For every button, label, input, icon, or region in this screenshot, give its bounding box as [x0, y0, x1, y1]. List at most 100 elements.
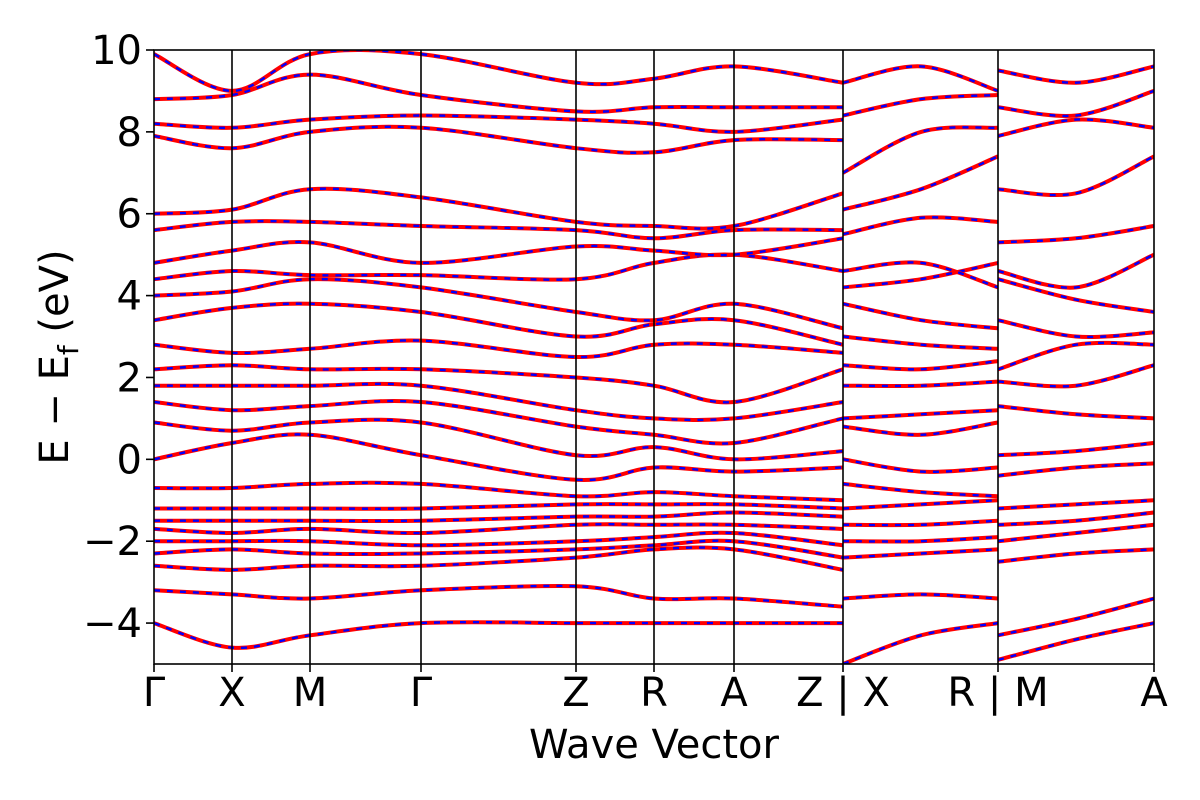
band-line-blue-dashed — [997, 462, 1154, 477]
band-line-blue-dashed — [154, 237, 844, 265]
band-line-blue-dashed — [997, 404, 1154, 420]
band-line-blue-dashed — [842, 302, 999, 330]
band-line-red — [154, 480, 844, 503]
band-line-blue-dashed — [997, 499, 1154, 510]
band-line-blue-dashed — [154, 382, 844, 422]
band-line-blue-dashed — [154, 302, 844, 346]
band-line-blue-dashed — [997, 597, 1154, 637]
high-symmetry-lines — [231, 50, 999, 664]
y-axis-label-main: E − E — [32, 355, 78, 465]
x-tick-label: A — [720, 670, 748, 716]
band-line-red — [154, 113, 844, 134]
band-line-blue-dashed — [154, 481, 844, 502]
band-line-blue-dashed — [842, 380, 999, 388]
band-line-red — [997, 277, 1154, 314]
y-tick-label: −2 — [83, 519, 142, 565]
band-line-blue-dashed — [154, 531, 844, 547]
band-line-blue-dashed — [842, 93, 999, 117]
band-line-blue-dashed — [997, 224, 1154, 244]
band-line-blue-dashed — [997, 548, 1154, 563]
band-line-blue-dashed — [842, 458, 999, 474]
band-line-blue-dashed — [842, 519, 999, 527]
band-line-blue-dashed — [997, 118, 1154, 138]
band-line-blue-dashed — [842, 261, 999, 289]
band-line-blue-dashed — [154, 539, 844, 559]
x-tick-label: Γ — [143, 670, 166, 716]
band-line-blue-dashed — [997, 621, 1154, 662]
band-line-blue-dashed — [154, 73, 844, 114]
band-line-red — [997, 340, 1154, 372]
band-line-blue-dashed — [997, 155, 1154, 197]
band-line-red — [842, 301, 999, 331]
band-line-blue-dashed — [997, 319, 1154, 339]
band-line-blue-dashed — [842, 499, 999, 510]
y-tick-label: 10 — [91, 28, 142, 74]
band-line-blue-dashed — [842, 216, 999, 236]
band-line-red — [154, 417, 844, 462]
band-line-blue-dashed — [154, 277, 844, 330]
y-axis-label-unit: (eV) — [32, 249, 78, 345]
band-line-red — [154, 583, 844, 609]
band-line-blue-dashed — [997, 441, 1154, 457]
band-line-blue-dashed — [842, 335, 999, 350]
y-tick-label: −4 — [83, 601, 142, 647]
y-tick-label: 0 — [117, 437, 142, 483]
band-line-blue-dashed — [997, 341, 1154, 371]
x-tick-label: A — [1140, 670, 1168, 716]
band-line-red — [997, 154, 1154, 198]
band-line-red — [154, 252, 844, 282]
band-line-blue-dashed — [997, 511, 1154, 526]
x-tick-label: R | M — [947, 670, 1048, 716]
band-line-blue-dashed — [997, 89, 1154, 118]
band-lines — [154, 50, 1154, 664]
band-line-red — [154, 620, 843, 650]
band-line-blue-dashed — [842, 409, 999, 420]
band-line-blue-dashed — [997, 523, 1154, 543]
band-line-blue-dashed — [842, 155, 999, 211]
band-line-blue-dashed — [154, 339, 844, 359]
band-line-blue-dashed — [154, 363, 844, 404]
band-line-blue-dashed — [842, 548, 999, 559]
x-tick-label: Z — [562, 670, 589, 716]
band-line-blue-dashed — [154, 50, 844, 93]
band-line-blue-dashed — [842, 359, 999, 371]
band-line-blue-dashed — [842, 126, 999, 174]
x-tick-label: R — [640, 670, 668, 716]
x-tick-label: Z | X — [796, 670, 890, 716]
y-tick-label: 4 — [117, 274, 142, 320]
x-tick-label: M — [293, 670, 328, 716]
band-line-blue-dashed — [997, 364, 1154, 388]
band-line-blue-dashed — [154, 511, 844, 523]
band-line-blue-dashed — [154, 114, 844, 134]
band-line-red — [154, 124, 844, 155]
band-line-blue-dashed — [842, 621, 999, 664]
band-line-blue-dashed — [154, 546, 844, 572]
band-line-blue-dashed — [842, 261, 999, 289]
band-line-red — [154, 510, 844, 524]
x-axis-ticks: Γ X M Γ Z R A Z | X R | M A — [143, 664, 1168, 716]
band-line-blue-dashed — [154, 219, 844, 240]
band-line-red — [154, 301, 844, 347]
band-line-blue-dashed — [842, 593, 999, 600]
band-line-blue-dashed — [154, 523, 844, 535]
band-line-blue-dashed — [154, 187, 844, 230]
band-line-red — [154, 432, 844, 482]
band-line-blue-dashed — [997, 278, 1154, 314]
band-line-blue-dashed — [842, 482, 999, 498]
band-line-blue-dashed — [154, 584, 844, 608]
band-line-blue-dashed — [154, 620, 843, 650]
band-line-red — [997, 224, 1154, 245]
band-line-red — [842, 154, 999, 212]
band-line-blue-dashed — [154, 502, 844, 510]
y-tick-label: 8 — [117, 110, 142, 156]
band-line-blue-dashed — [997, 253, 1154, 289]
band-line-red — [842, 621, 999, 664]
y-axis-label: E − Ef (eV) — [32, 249, 85, 464]
band-line-red — [997, 117, 1154, 138]
y-axis-ticks: −4 −2 0 2 4 6 8 10 — [83, 28, 154, 647]
band-line-blue-dashed — [842, 535, 999, 543]
band-line-blue-dashed — [842, 421, 999, 437]
band-line-red — [842, 64, 999, 93]
band-line-red — [154, 338, 844, 360]
